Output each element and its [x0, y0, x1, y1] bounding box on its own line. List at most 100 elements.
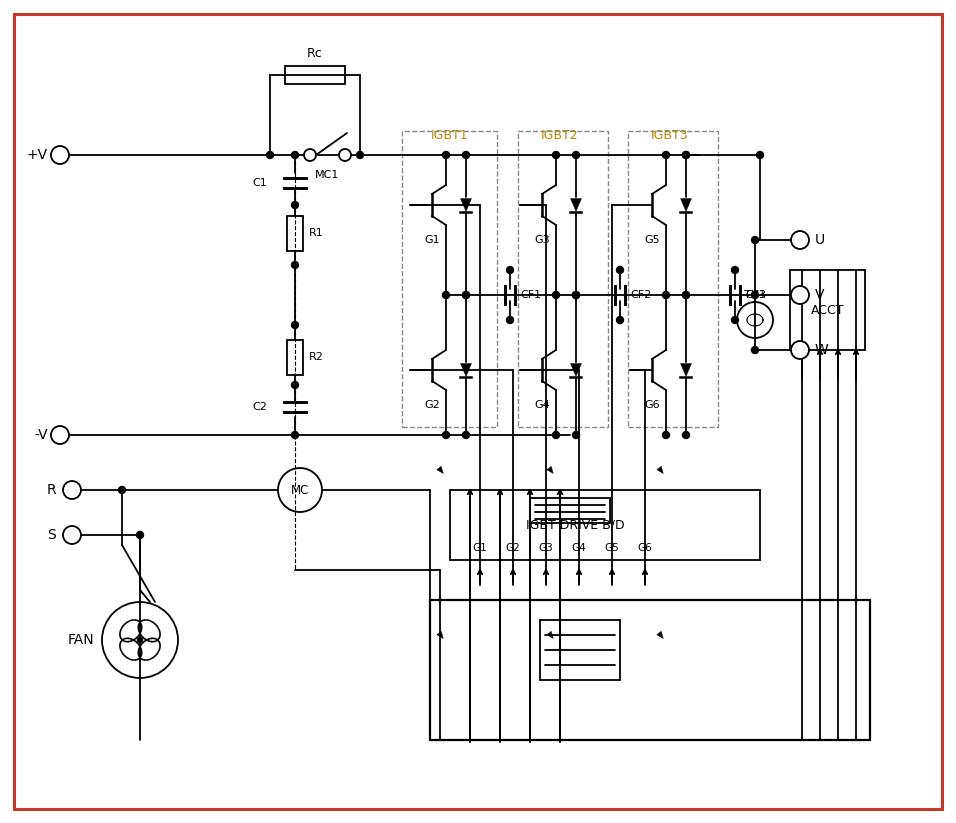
- Circle shape: [267, 151, 273, 159]
- Text: ACCT: ACCT: [811, 304, 844, 317]
- Bar: [790, 270, 865, 350]
- Text: G1: G1: [424, 235, 440, 245]
- Circle shape: [63, 481, 81, 499]
- Polygon shape: [657, 467, 663, 473]
- Text: G2: G2: [506, 543, 520, 553]
- Circle shape: [791, 231, 809, 249]
- Bar: [430, 600, 870, 740]
- Text: G6: G6: [638, 543, 652, 553]
- Text: R2: R2: [309, 352, 324, 362]
- Circle shape: [292, 431, 298, 439]
- Text: C1: C1: [252, 178, 267, 188]
- Polygon shape: [657, 631, 663, 639]
- Circle shape: [617, 317, 623, 323]
- Circle shape: [553, 151, 559, 159]
- Bar: [450, 490, 760, 560]
- Polygon shape: [547, 631, 554, 639]
- Circle shape: [292, 382, 298, 388]
- Circle shape: [63, 526, 81, 544]
- Circle shape: [119, 486, 125, 494]
- Circle shape: [663, 431, 669, 439]
- Circle shape: [292, 151, 298, 159]
- Circle shape: [683, 291, 689, 299]
- Circle shape: [573, 431, 579, 439]
- Text: CF2: CF2: [630, 290, 651, 300]
- Circle shape: [573, 291, 579, 299]
- Circle shape: [304, 149, 316, 161]
- Text: CF1: CF1: [520, 290, 541, 300]
- Circle shape: [443, 291, 449, 299]
- Circle shape: [292, 322, 298, 328]
- Polygon shape: [437, 631, 444, 639]
- Text: W: W: [815, 343, 829, 357]
- Text: G3: G3: [538, 543, 554, 553]
- Text: +V: +V: [27, 148, 48, 162]
- Text: -V: -V: [34, 428, 48, 442]
- Text: G4: G4: [572, 543, 586, 553]
- Polygon shape: [547, 467, 554, 473]
- Polygon shape: [681, 198, 691, 212]
- Circle shape: [443, 151, 449, 159]
- Polygon shape: [461, 364, 471, 376]
- Circle shape: [292, 262, 298, 268]
- Circle shape: [51, 146, 69, 164]
- Polygon shape: [681, 364, 691, 376]
- Text: CF3: CF3: [745, 290, 766, 300]
- Text: MC1: MC1: [315, 170, 339, 180]
- Circle shape: [683, 151, 689, 159]
- Circle shape: [756, 151, 764, 159]
- Polygon shape: [437, 467, 444, 473]
- Text: R: R: [47, 483, 56, 497]
- Circle shape: [791, 341, 809, 359]
- Polygon shape: [461, 198, 471, 212]
- Circle shape: [138, 638, 142, 643]
- Circle shape: [137, 532, 143, 538]
- Text: TH1: TH1: [744, 290, 766, 300]
- Text: G1: G1: [472, 543, 488, 553]
- Circle shape: [683, 431, 689, 439]
- Polygon shape: [571, 364, 581, 376]
- Circle shape: [463, 291, 469, 299]
- Text: Rc: Rc: [307, 47, 323, 59]
- Bar: [287, 216, 303, 250]
- Circle shape: [463, 291, 469, 299]
- Text: C2: C2: [252, 402, 267, 412]
- Text: G6: G6: [644, 400, 660, 410]
- Circle shape: [357, 151, 363, 159]
- Bar: [287, 340, 303, 374]
- Text: R1: R1: [309, 228, 324, 238]
- Circle shape: [553, 431, 559, 439]
- Circle shape: [573, 291, 579, 299]
- Text: IGBT1: IGBT1: [431, 128, 468, 142]
- Circle shape: [51, 426, 69, 444]
- Text: G5: G5: [604, 543, 619, 553]
- Circle shape: [683, 151, 689, 159]
- Text: G2: G2: [424, 400, 440, 410]
- Circle shape: [507, 267, 513, 273]
- Bar: [402, 131, 497, 427]
- Text: G5: G5: [644, 235, 660, 245]
- Circle shape: [731, 267, 738, 273]
- Bar: [628, 131, 718, 427]
- Text: IGBT3: IGBT3: [651, 128, 689, 142]
- Circle shape: [751, 291, 758, 299]
- Text: G3: G3: [534, 235, 550, 245]
- Circle shape: [292, 202, 298, 208]
- Circle shape: [553, 291, 559, 299]
- Bar: [518, 131, 608, 427]
- Bar: [530, 498, 610, 523]
- Bar: [285, 66, 345, 84]
- Text: U: U: [815, 233, 825, 247]
- Circle shape: [339, 149, 351, 161]
- Text: G4: G4: [534, 400, 550, 410]
- Text: MC: MC: [291, 483, 309, 496]
- Circle shape: [507, 317, 513, 323]
- Text: V: V: [815, 288, 824, 302]
- Circle shape: [751, 236, 758, 244]
- Text: IGBT2: IGBT2: [541, 128, 578, 142]
- Circle shape: [573, 151, 579, 159]
- Circle shape: [663, 151, 669, 159]
- Text: FAN: FAN: [67, 633, 94, 647]
- Polygon shape: [571, 198, 581, 212]
- Circle shape: [443, 431, 449, 439]
